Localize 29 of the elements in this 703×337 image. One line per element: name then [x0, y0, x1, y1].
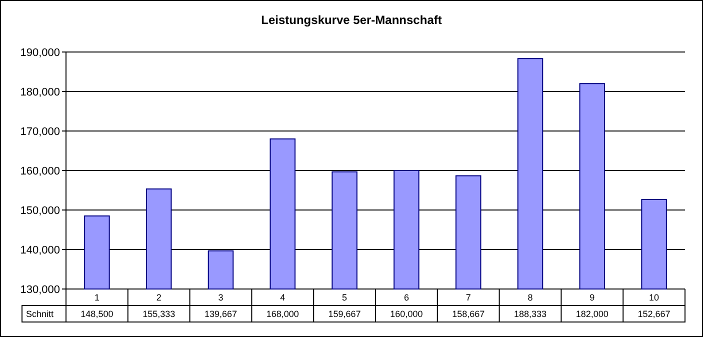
chart-title: Leistungskurve 5er-Mannschaft: [261, 13, 442, 27]
data-label: 168,000: [266, 308, 299, 319]
x-tick-label: 2: [156, 292, 162, 302]
y-tick-label: 190,000: [20, 46, 60, 59]
data-label: 155,333: [142, 308, 176, 319]
x-tick-label: 6: [404, 292, 409, 302]
data-label: 148,500: [80, 308, 114, 319]
x-tick-label: 5: [342, 292, 348, 302]
data-label: 152,667: [638, 308, 670, 319]
y-tick-label: 150,000: [20, 204, 60, 217]
y-tick-label: 160,000: [20, 165, 60, 178]
data-label: 158,667: [452, 308, 485, 319]
data-label: 182,000: [576, 308, 608, 319]
x-tick-label: 3: [218, 292, 224, 302]
x-tick-label: 9: [590, 292, 595, 302]
data-label: 139,667: [204, 308, 238, 319]
data-label: 160,000: [390, 308, 423, 319]
x-tick-label: 4: [280, 292, 286, 302]
data-label: 188,333: [514, 308, 547, 319]
y-tick-label: 130,000: [20, 284, 60, 296]
y-tick-label: 180,000: [20, 86, 60, 98]
data-label: 159,667: [328, 308, 361, 319]
text: Schnitt: [26, 308, 54, 319]
y-tick-label: 140,000: [20, 244, 60, 256]
x-tick-label: 10: [649, 292, 660, 302]
x-tick-label: 1: [94, 292, 100, 302]
y-tick-label: 170,000: [20, 126, 60, 138]
x-tick-label: 7: [466, 292, 471, 302]
x-tick-label: 8: [528, 292, 533, 302]
